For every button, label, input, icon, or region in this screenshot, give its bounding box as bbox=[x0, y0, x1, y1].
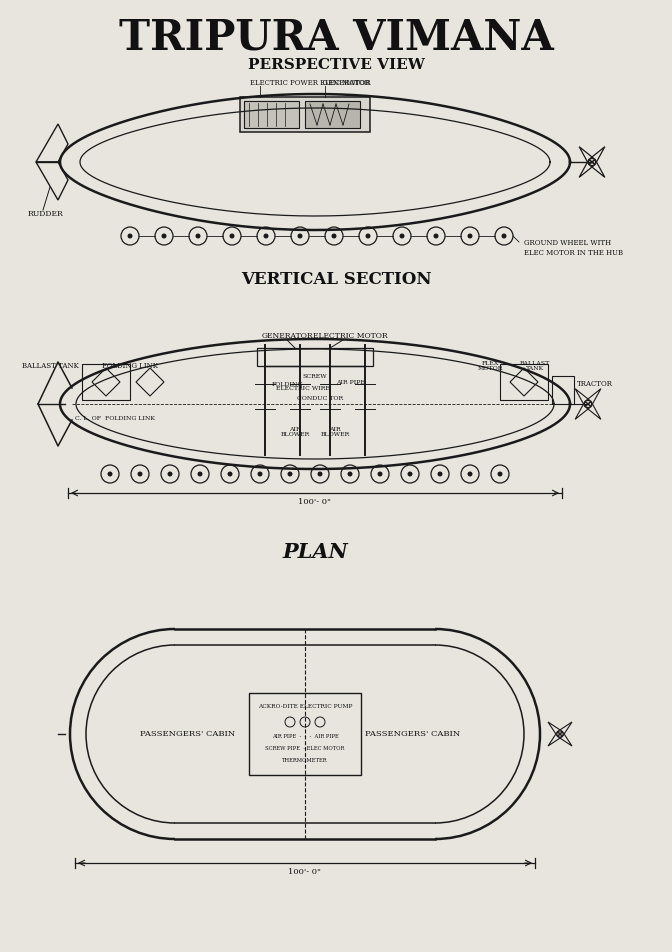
Circle shape bbox=[378, 471, 382, 477]
Circle shape bbox=[228, 471, 233, 477]
Text: 100'- 0": 100'- 0" bbox=[288, 868, 321, 876]
Text: FOLDING: FOLDING bbox=[271, 382, 302, 387]
Text: SCREW PIPE  - ELEC MOTOR: SCREW PIPE - ELEC MOTOR bbox=[265, 745, 345, 750]
Circle shape bbox=[263, 233, 269, 239]
Circle shape bbox=[108, 471, 112, 477]
Circle shape bbox=[257, 471, 263, 477]
Text: SCREW: SCREW bbox=[302, 373, 327, 379]
Bar bbox=[257, 348, 373, 366]
Bar bbox=[500, 364, 548, 400]
Text: CONDUC TOR: CONDUC TOR bbox=[297, 396, 343, 402]
Text: ELECTRIC POWER  GENERATOR: ELECTRIC POWER GENERATOR bbox=[250, 79, 370, 87]
Text: ACKRO-DITE ELECTRIC PUMP: ACKRO-DITE ELECTRIC PUMP bbox=[258, 704, 352, 708]
Circle shape bbox=[317, 471, 323, 477]
Text: 100'- 0": 100'- 0" bbox=[298, 498, 331, 506]
Text: AIR PIPE  -  -  -  AIR PIPE: AIR PIPE - - - AIR PIPE bbox=[271, 733, 339, 739]
Text: ELEC MOTOR: ELEC MOTOR bbox=[320, 79, 371, 87]
Bar bbox=[244, 101, 299, 128]
Circle shape bbox=[167, 471, 173, 477]
Text: C. L. OF  FOLDING LINK: C. L. OF FOLDING LINK bbox=[75, 417, 155, 422]
Text: ELECTRIC WIRE: ELECTRIC WIRE bbox=[276, 387, 330, 391]
Text: GENERATOR: GENERATOR bbox=[261, 332, 312, 340]
Circle shape bbox=[196, 233, 200, 239]
Text: FOLDING LINK: FOLDING LINK bbox=[102, 362, 158, 370]
Text: AIR
BLOWER: AIR BLOWER bbox=[280, 426, 310, 437]
Circle shape bbox=[366, 233, 370, 239]
Circle shape bbox=[298, 233, 302, 239]
Circle shape bbox=[198, 471, 202, 477]
Text: THERMOMETER: THERMOMETER bbox=[282, 758, 328, 763]
Bar bbox=[305, 101, 360, 128]
Text: BALLAST
TANK: BALLAST TANK bbox=[520, 361, 550, 371]
Text: AIR
BLOWER: AIR BLOWER bbox=[321, 426, 349, 437]
Text: PERSPECTIVE VIEW: PERSPECTIVE VIEW bbox=[247, 58, 425, 72]
Text: PASSENGERS' CABIN: PASSENGERS' CABIN bbox=[140, 730, 235, 738]
Text: TRACTOR: TRACTOR bbox=[577, 380, 613, 388]
Circle shape bbox=[138, 471, 142, 477]
Circle shape bbox=[433, 233, 439, 239]
Text: FLEX
MOTOR: FLEX MOTOR bbox=[477, 361, 503, 371]
Circle shape bbox=[230, 233, 235, 239]
Circle shape bbox=[399, 233, 405, 239]
Circle shape bbox=[468, 471, 472, 477]
Circle shape bbox=[407, 471, 413, 477]
Text: RUDDER: RUDDER bbox=[28, 210, 64, 218]
Text: ELECTRIC MOTOR: ELECTRIC MOTOR bbox=[312, 332, 387, 340]
Text: BALLAST TANK: BALLAST TANK bbox=[22, 362, 79, 370]
Circle shape bbox=[288, 471, 292, 477]
Bar bbox=[552, 376, 574, 404]
Bar bbox=[240, 97, 370, 132]
Text: PASSENGERS' CABIN: PASSENGERS' CABIN bbox=[365, 730, 460, 738]
Circle shape bbox=[437, 471, 442, 477]
Circle shape bbox=[161, 233, 167, 239]
Circle shape bbox=[497, 471, 503, 477]
Circle shape bbox=[331, 233, 337, 239]
Text: VERTICAL SECTION: VERTICAL SECTION bbox=[241, 271, 431, 288]
Circle shape bbox=[501, 233, 507, 239]
Text: AIR PIPE: AIR PIPE bbox=[335, 380, 364, 385]
Circle shape bbox=[347, 471, 353, 477]
Text: PLAN: PLAN bbox=[282, 542, 348, 562]
Circle shape bbox=[128, 233, 132, 239]
Text: TRIPURA VIMANA: TRIPURA VIMANA bbox=[119, 16, 553, 58]
Circle shape bbox=[468, 233, 472, 239]
Bar bbox=[82, 364, 130, 400]
Bar bbox=[249, 693, 361, 775]
Text: GROUND WHEEL WITH
ELEC MOTOR IN THE HUB: GROUND WHEEL WITH ELEC MOTOR IN THE HUB bbox=[524, 239, 623, 257]
